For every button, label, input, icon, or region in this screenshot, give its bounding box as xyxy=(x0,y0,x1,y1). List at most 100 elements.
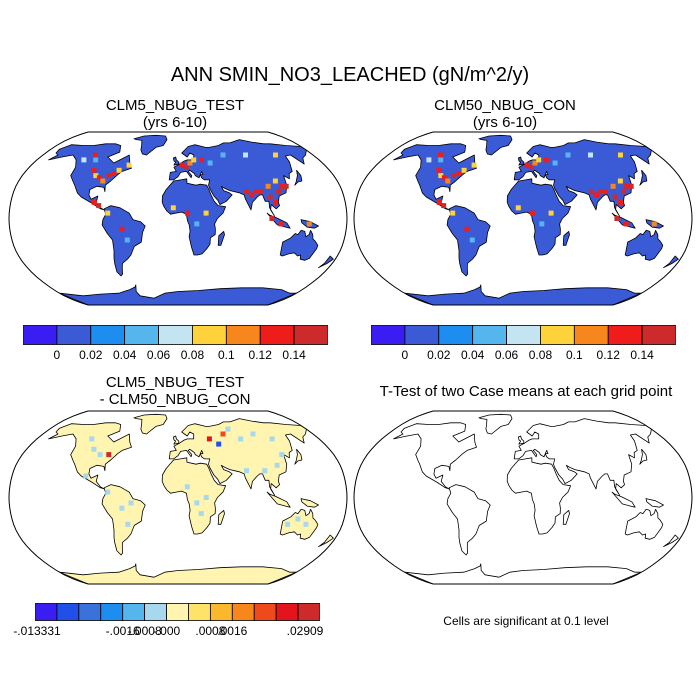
colorbar-case-control xyxy=(371,325,676,345)
grid-cell xyxy=(278,221,284,227)
colorbar-tick-label: 0.14 xyxy=(630,348,654,362)
continent-madagascar xyxy=(217,231,225,246)
grid-cell xyxy=(614,216,620,221)
grid-cell xyxy=(93,173,99,179)
continent-madagascar xyxy=(562,510,570,525)
grid-cell xyxy=(628,183,634,189)
colorbar-swatch xyxy=(231,603,255,621)
grid-cell xyxy=(565,152,571,158)
grid-cell xyxy=(426,157,432,163)
colorbar-swatch xyxy=(78,603,102,621)
continent-australia xyxy=(279,229,319,261)
grid-cell xyxy=(306,221,312,227)
grid-cell xyxy=(216,441,222,447)
continent-new-guinea xyxy=(300,498,319,508)
colorbar-tick-label: .0008 xyxy=(195,624,226,638)
grid-cell xyxy=(589,189,594,195)
grid-cell xyxy=(105,210,111,216)
grid-cell xyxy=(588,152,593,158)
panel-3-title-line2: - CLM50_NBUG_CON xyxy=(99,391,251,408)
grid-cell xyxy=(544,157,549,163)
colorbar-tick-label: -.0008 xyxy=(127,624,162,638)
colorbar-tick-label: 0.1 xyxy=(217,348,235,362)
colorbar-swatch xyxy=(607,325,643,345)
grid-cell xyxy=(170,205,176,211)
continent-greenland xyxy=(478,134,513,156)
colorbar-swatch xyxy=(506,325,541,345)
grid-cell xyxy=(105,489,111,495)
grid-cell xyxy=(191,157,197,163)
continent-south-america xyxy=(446,205,491,277)
grid-cell xyxy=(184,484,190,490)
colorbar-swatch xyxy=(122,603,146,621)
grid-cell xyxy=(106,452,112,458)
colorbar-swatch xyxy=(100,603,124,621)
colorbar-tick-label: -.0016 xyxy=(105,624,140,638)
grid-cell xyxy=(436,199,442,205)
grid-cell xyxy=(199,157,204,163)
colorbar-tick-label: -.000 xyxy=(152,624,181,638)
continent-new-zealand xyxy=(318,534,334,548)
grid-cell xyxy=(207,160,213,166)
grid-cell xyxy=(116,167,122,173)
continent-japan xyxy=(639,169,648,186)
grid-cell xyxy=(276,189,281,195)
continent-australia xyxy=(624,229,664,261)
continent-japan xyxy=(639,448,648,465)
map-panel-test xyxy=(8,131,348,306)
grid-cell xyxy=(269,216,275,221)
colorbar-swatch xyxy=(540,325,575,345)
colorbar-swatch xyxy=(438,325,474,345)
continent-north-america xyxy=(48,422,132,490)
colorbar-tick-label: 0.06 xyxy=(494,348,519,362)
continent-greenland xyxy=(133,413,168,435)
grid-cell xyxy=(598,189,604,195)
grid-cell xyxy=(124,237,130,243)
colorbar-swatch xyxy=(209,603,233,621)
continent-madagascar xyxy=(217,510,225,525)
continent-eurasia xyxy=(513,418,652,496)
grid-cell xyxy=(303,521,309,527)
grid-cell xyxy=(445,178,451,184)
map-land-layer xyxy=(393,413,679,584)
grid-cell xyxy=(220,152,226,158)
colorbar-tick-label: 0.04 xyxy=(112,348,137,362)
continent-uk xyxy=(518,156,525,166)
grid-cell xyxy=(285,521,291,527)
continent-north-america xyxy=(393,422,477,490)
grid-cell xyxy=(602,189,608,195)
grid-cell xyxy=(617,178,623,184)
panel-1-title: CLM5_NBUG_TEST (yrs 6-10) xyxy=(25,97,325,131)
continent-australia xyxy=(624,508,664,540)
colorbar-swatch xyxy=(188,603,211,621)
continent-japan xyxy=(294,169,303,186)
grid-cell xyxy=(438,152,443,158)
colorbar-swatch xyxy=(259,325,295,345)
continent-antarctica xyxy=(59,563,297,584)
colorbar-swatch xyxy=(253,603,277,621)
colorbar-swatch xyxy=(56,325,92,345)
grid-cell xyxy=(265,183,271,189)
grid-cell xyxy=(515,205,521,211)
grid-cell xyxy=(438,173,444,179)
map-border xyxy=(353,410,693,585)
map-land-layer xyxy=(393,134,679,305)
grid-cell xyxy=(273,199,279,205)
map-land-layer xyxy=(48,413,334,584)
grid-cell xyxy=(594,192,599,198)
colorbar-tick-label: 0.08 xyxy=(528,348,553,362)
colorbar-swatch xyxy=(35,603,58,621)
continent-indonesia xyxy=(611,491,636,508)
continent-greenland xyxy=(133,134,168,156)
grid-cell xyxy=(623,221,629,227)
grid-cell xyxy=(93,152,98,158)
continent-new-zealand xyxy=(663,534,679,548)
grid-cell xyxy=(91,199,97,205)
continent-greenland xyxy=(478,413,513,435)
colorbar-tick-label: 0.06 xyxy=(146,348,171,362)
grid-cell xyxy=(225,426,231,432)
grid-cell xyxy=(528,164,534,170)
significance-note: Cells are significant at 0.1 level xyxy=(443,614,609,628)
map-border xyxy=(8,410,348,585)
grid-cell xyxy=(450,210,456,216)
